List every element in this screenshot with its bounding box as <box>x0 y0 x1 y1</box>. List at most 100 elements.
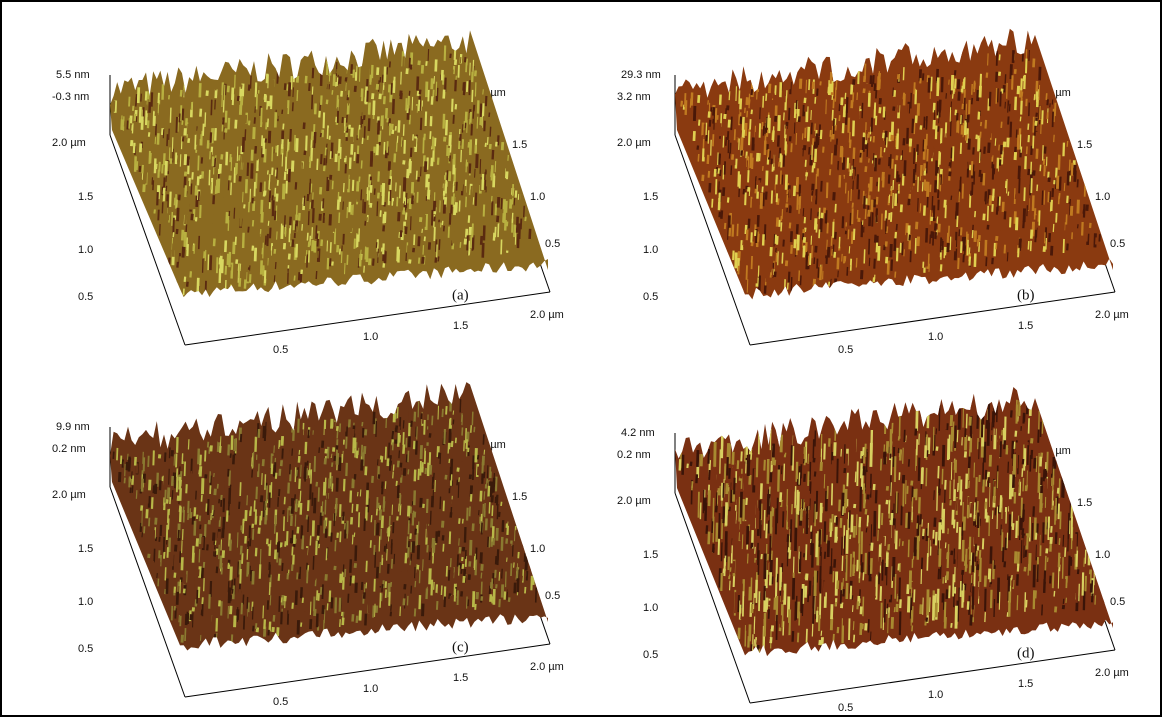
texture-spike <box>753 137 754 150</box>
texture-spike <box>183 137 184 142</box>
texture-spike <box>188 452 189 464</box>
texture-spike <box>425 513 426 520</box>
texture-spike <box>397 197 398 206</box>
texture-spike <box>315 456 316 472</box>
texture-spike <box>321 587 322 595</box>
texture-spike <box>464 82 465 90</box>
texture-spike <box>185 215 186 225</box>
texture-spike <box>188 439 189 449</box>
texture-spike <box>432 78 433 89</box>
texture-spike <box>380 593 381 608</box>
texture-spike <box>710 460 711 471</box>
texture-spike <box>397 516 398 520</box>
texture-spike <box>728 197 729 202</box>
texture-spike <box>347 255 348 265</box>
texture-spike <box>252 457 253 466</box>
texture-spike <box>164 194 165 202</box>
texture-spike <box>969 100 970 114</box>
texture-spike <box>415 512 416 518</box>
texture-spike <box>484 521 485 526</box>
texture-spike <box>891 259 892 270</box>
texture-spike <box>290 574 291 586</box>
texture-spike <box>141 523 142 532</box>
texture-spike <box>1043 522 1044 542</box>
texture-spike <box>851 189 852 201</box>
texture-spike <box>732 545 733 563</box>
texture-spike <box>330 258 331 266</box>
texture-spike <box>876 116 877 125</box>
texture-spike <box>725 223 726 229</box>
texture-spike <box>340 504 341 517</box>
texture-spike <box>198 449 199 465</box>
texture-spike <box>155 441 156 456</box>
texture-spike <box>203 124 204 136</box>
texture-spike <box>909 235 910 241</box>
texture-spike <box>360 428 361 434</box>
texture-spike <box>765 285 766 293</box>
texture-spike <box>972 161 973 175</box>
texture-spike <box>813 211 814 218</box>
texture-spike <box>427 522 428 537</box>
texture-spike <box>358 194 359 202</box>
texture-spike <box>457 457 458 466</box>
texture-spike <box>482 462 483 474</box>
texture-spike <box>220 269 221 284</box>
texture-spike <box>357 234 358 247</box>
texture-spike <box>976 135 977 140</box>
texture-spike <box>229 252 230 267</box>
texture-spike <box>408 547 409 558</box>
texture-spike <box>831 135 832 142</box>
texture-spike <box>213 533 214 541</box>
texture-spike <box>887 137 888 147</box>
texture-spike <box>1049 233 1050 242</box>
texture-spike <box>424 187 425 196</box>
texture-spike <box>1057 496 1058 513</box>
texture-spike <box>873 102 874 109</box>
texture-spike <box>378 120 379 134</box>
texture-spike <box>182 136 183 149</box>
texture-spike <box>690 98 691 107</box>
texture-spike <box>158 133 159 145</box>
texture-spike <box>801 446 802 460</box>
texture-spike <box>980 170 981 177</box>
texture-spike <box>980 152 981 163</box>
texture-spike <box>426 474 427 479</box>
texture-spike <box>908 596 909 612</box>
texture-spike <box>399 78 400 86</box>
texture-spike <box>847 267 848 276</box>
texture-spike <box>222 494 223 503</box>
texture-spike <box>434 441 435 448</box>
texture-spike <box>166 201 167 216</box>
texture-spike <box>790 136 791 141</box>
texture-spike <box>1023 145 1024 154</box>
texture-spike <box>949 80 950 85</box>
texture-spike <box>406 253 407 261</box>
texture-spike <box>360 254 361 266</box>
texture-spike <box>321 239 322 246</box>
texture-spike <box>309 241 310 247</box>
texture-spike <box>458 482 459 498</box>
texture-spike <box>864 196 865 209</box>
texture-spike <box>255 117 256 123</box>
texture-spike <box>941 237 942 252</box>
texture-spike <box>203 259 204 273</box>
texture-spike <box>831 236 832 246</box>
texture-spike <box>838 271 839 278</box>
texture-spike <box>351 222 352 232</box>
texture-spike <box>154 549 155 563</box>
texture-spike <box>1084 204 1085 217</box>
texture-spike <box>439 531 440 537</box>
texture-spike <box>886 257 887 263</box>
texture-spike <box>707 525 708 533</box>
texture-spike <box>963 184 964 199</box>
texture-spike <box>195 166 196 175</box>
texture-spike <box>180 480 181 486</box>
texture-spike <box>282 516 283 522</box>
texture-spike <box>805 160 806 167</box>
texture-spike <box>343 618 344 625</box>
texture-spike <box>230 176 231 181</box>
texture-spike <box>202 568 203 579</box>
texture-spike <box>819 208 820 219</box>
texture-spike <box>486 502 487 511</box>
texture-spike <box>706 135 707 141</box>
